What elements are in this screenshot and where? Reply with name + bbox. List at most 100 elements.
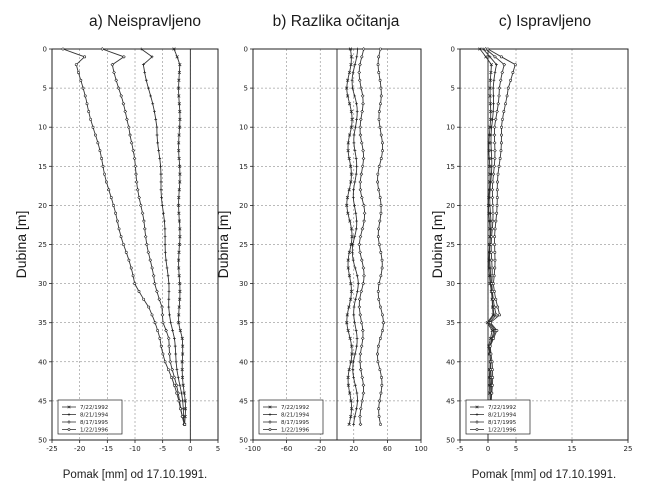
data-point <box>380 376 383 379</box>
data-point <box>177 313 181 317</box>
data-point <box>378 47 382 51</box>
data-point <box>79 78 83 82</box>
data-point <box>349 164 353 168</box>
data-point <box>355 290 359 293</box>
panels: a) Neispravljeno Dubina [m] Pomak [mm] od … <box>13 13 632 481</box>
data-point <box>486 47 490 51</box>
data-point <box>123 109 128 114</box>
legend-marker <box>475 428 479 431</box>
data-point <box>83 94 87 98</box>
data-point <box>348 47 353 51</box>
x-tick-label: -15 <box>102 445 113 453</box>
data-point <box>376 360 380 364</box>
data-point <box>380 258 384 262</box>
data-point <box>491 219 495 223</box>
data-point <box>177 211 181 215</box>
data-point <box>491 110 495 113</box>
data-point <box>493 266 497 270</box>
data-point <box>125 117 129 122</box>
data-point <box>348 336 352 340</box>
data-point <box>355 344 359 348</box>
data-point <box>176 321 181 325</box>
data-point <box>495 329 499 332</box>
data-point <box>349 109 354 114</box>
data-point <box>128 133 132 137</box>
data-point <box>347 188 351 192</box>
data-point <box>164 328 168 333</box>
data-point <box>159 164 162 168</box>
data-point <box>504 102 507 106</box>
data-point <box>121 101 126 106</box>
data-point <box>181 383 185 387</box>
data-point <box>351 196 355 199</box>
data-point <box>349 407 354 411</box>
data-point <box>495 109 499 114</box>
data-point <box>347 305 351 309</box>
y-tick-label: 50 <box>446 437 455 445</box>
data-point <box>160 204 164 207</box>
data-point <box>346 78 350 82</box>
data-point <box>491 368 494 372</box>
data-point <box>164 258 168 262</box>
data-point <box>345 195 350 200</box>
data-point <box>381 149 384 153</box>
panel-3: c) Ispravljeno Dubina [m] Pomak [mm] od 17… <box>429 13 632 481</box>
data-point <box>491 297 496 302</box>
data-point <box>492 125 497 130</box>
data-point <box>176 86 181 90</box>
data-point <box>94 133 97 137</box>
data-point <box>490 266 494 270</box>
y-tick-label: 0 <box>244 46 248 54</box>
data-point <box>357 70 362 75</box>
data-point <box>358 422 363 427</box>
data-point <box>489 352 493 356</box>
data-point <box>347 422 351 427</box>
data-point <box>488 117 493 122</box>
data-point <box>376 63 380 67</box>
x-tick-label: -10 <box>129 445 140 453</box>
legend-label: 8/21/1994 <box>281 413 310 419</box>
data-point <box>488 164 492 168</box>
data-point <box>359 258 364 262</box>
data-point <box>360 109 364 114</box>
data-point <box>378 399 382 403</box>
plot-frame <box>252 48 422 441</box>
series-3 <box>357 47 367 427</box>
data-point <box>488 204 492 207</box>
data-point <box>494 219 498 223</box>
data-point <box>379 133 383 137</box>
data-point <box>492 78 496 82</box>
data-point <box>492 164 497 169</box>
data-point <box>351 368 355 372</box>
data-point <box>380 266 384 270</box>
data-point <box>137 195 141 200</box>
data-point <box>161 352 165 356</box>
data-point <box>134 180 139 184</box>
data-point <box>161 320 165 325</box>
legend-marker <box>475 405 479 409</box>
data-point <box>378 336 382 340</box>
data-point <box>180 391 183 395</box>
data-point <box>484 55 488 59</box>
data-point <box>379 422 382 426</box>
data-point <box>143 234 148 239</box>
data-point <box>348 219 352 223</box>
data-point <box>511 71 515 74</box>
data-point <box>178 297 182 301</box>
data-point <box>378 125 382 129</box>
data-point <box>513 63 517 67</box>
data-point <box>498 78 503 83</box>
data-point <box>377 282 381 286</box>
data-point <box>377 110 381 113</box>
data-point <box>358 359 363 364</box>
data-point <box>358 62 362 67</box>
y-tick-label: 45 <box>239 397 248 405</box>
data-point <box>489 149 493 153</box>
data-point <box>153 110 156 113</box>
data-point <box>489 250 494 255</box>
y-tick-label: 35 <box>446 319 455 327</box>
data-point <box>355 219 359 223</box>
data-point <box>380 141 384 145</box>
